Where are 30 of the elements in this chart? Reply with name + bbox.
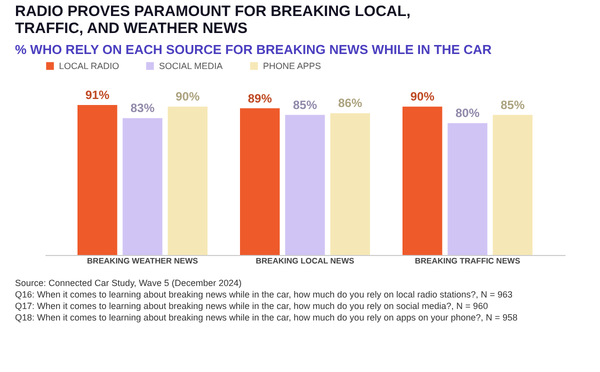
- data-label: 85%: [292, 98, 318, 112]
- legend-label: PHONE APPS: [263, 61, 322, 71]
- text: Q17: When it comes to learning about breaking news while in the car, how much do you rely on social media?, N = 960: [15, 300, 488, 311]
- bar: [78, 105, 118, 255]
- chart-title: RADIO PROVES PARAMOUNT FOR BREAKING LOCAL, TRAFFIC, AND WEATHER NEWS: [15, 3, 411, 37]
- data-label: 90%: [410, 90, 435, 104]
- source-note: Source: Connected Car Study, Wave 5 (December 2024): [15, 278, 242, 288]
- bar: [402, 106, 442, 255]
- data-label: 86%: [338, 96, 362, 110]
- data-label: 89%: [248, 91, 272, 106]
- x-tick-label: BREAKING TRAFFIC NEWS: [414, 256, 521, 266]
- data-label: 90%: [176, 90, 200, 104]
- bar: [122, 118, 162, 255]
- legend-label: LOCAL RADIO: [59, 61, 120, 71]
- x-tick-label: BREAKING WEATHER NEWS: [87, 256, 199, 266]
- bar: [168, 106, 208, 255]
- bar: [492, 114, 532, 255]
- chart-subtitle: % WHO RELY ON EACH SOURCE FOR BREAKING NEWS WHILE IN THE CAR: [15, 42, 492, 57]
- legend-label: SOCIAL MEDIA: [159, 61, 223, 71]
- data-label: 91%: [85, 88, 110, 102]
- x-tick-label: BREAKING LOCAL NEWS: [256, 256, 355, 266]
- data-label: 83%: [130, 101, 155, 116]
- data-label: 85%: [500, 98, 525, 112]
- bar: [330, 113, 370, 255]
- bar: [285, 114, 325, 255]
- data-label: 80%: [455, 106, 480, 120]
- bar: [448, 123, 488, 255]
- bar: [240, 108, 280, 255]
- text: Q16: When it comes to learning about breaking news while in the car, how much do you rely on local radio stations?, N = 963: [15, 289, 513, 300]
- text: Q18: When it comes to learning about breaking news while in the car, how much do you rely on apps on your phone?, N = 958: [15, 312, 518, 322]
